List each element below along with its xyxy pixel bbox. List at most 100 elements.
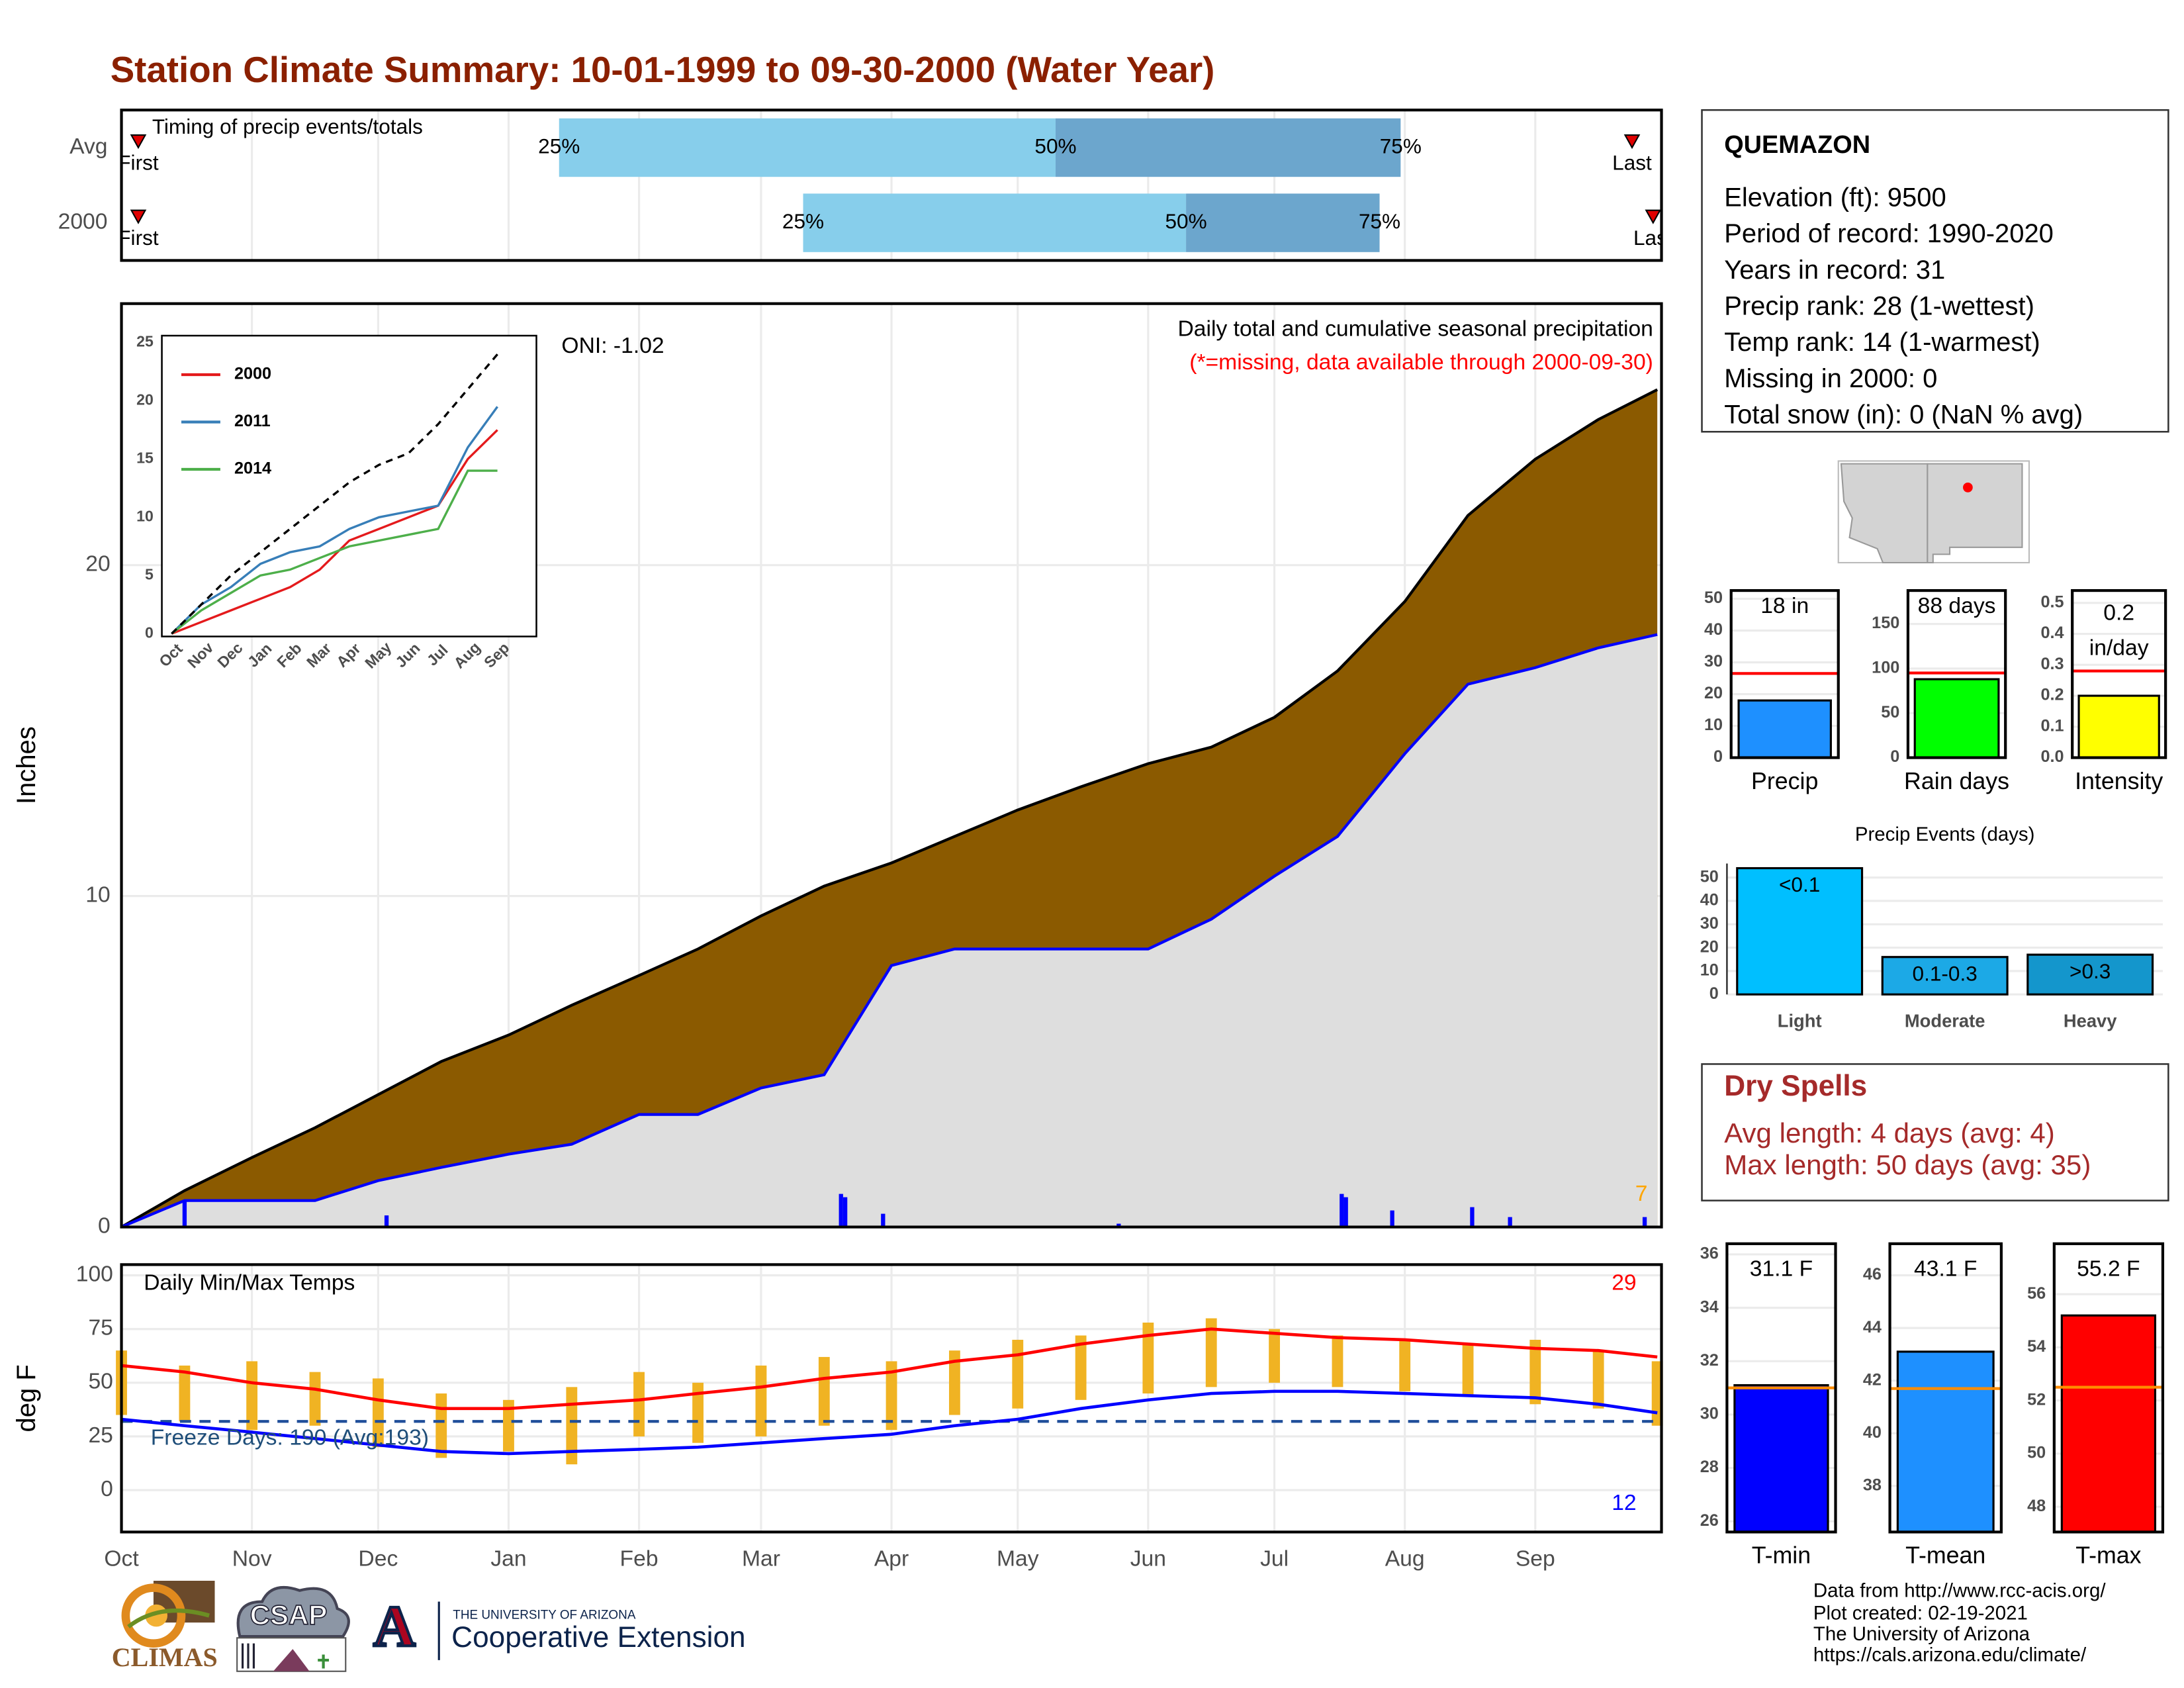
y-tick-label: 54 (2027, 1337, 2046, 1356)
annotation: (*=missing, data available through 2000-… (1189, 350, 1653, 375)
timing-label: First (118, 151, 159, 175)
y-tick-label: 20 (136, 391, 154, 408)
daily-precip-bar (182, 1200, 187, 1227)
y-tick-label: 100 (1872, 659, 1899, 677)
y-tick-label: 52 (2027, 1390, 2046, 1409)
legend-label: 2011 (234, 412, 271, 430)
plot-frame (2071, 588, 2167, 759)
series-line (171, 469, 498, 635)
plot-frame (1888, 1242, 2003, 1534)
y-tick-label: 50 (1700, 867, 1719, 886)
climas-logo: CLIMAS (112, 1580, 218, 1672)
quartile-label: 75% (1359, 209, 1400, 233)
x-tick-label: Dec (358, 1546, 398, 1571)
y-tick-label: 42 (1863, 1370, 1882, 1389)
temp-range-bar (1012, 1339, 1024, 1409)
y-tick-label: 0.4 (2040, 624, 2064, 642)
quartile-bar (1186, 193, 1380, 252)
y-tick-label: 38 (1863, 1476, 1882, 1494)
x-tick-label: May (997, 1546, 1039, 1571)
temp-range-bar (503, 1399, 514, 1452)
y-tick-label: 28 (1700, 1458, 1719, 1476)
chart-title: Precip Events (days) (1855, 823, 2035, 845)
category-label: Rain days (1904, 768, 2009, 794)
daily-precip-bar (1340, 1194, 1344, 1227)
station-line: Total snow (in): 0 (NaN % avg) (1724, 400, 2083, 430)
x-tick-label: Nov (232, 1546, 272, 1571)
x-tick-label: Aug (1385, 1546, 1425, 1571)
y-tick-label: 40 (1704, 620, 1723, 639)
temp-range-bar (309, 1372, 321, 1426)
category-label: Moderate (1905, 1011, 1985, 1031)
plot-frame (161, 334, 537, 637)
category-label: Intensity (2075, 768, 2163, 794)
temp-range-bar (1529, 1339, 1541, 1405)
x-tick-label: Jun (1130, 1546, 1166, 1571)
annotation: Freeze Days: 190 (Avg:193) (151, 1425, 429, 1450)
x-tick-label: Jul (1260, 1546, 1289, 1571)
bar (1737, 699, 1832, 759)
category-label: Precip (1751, 768, 1818, 794)
station-line: Elevation (ft): 9500 (1724, 183, 1946, 212)
y-tick-label: 0.5 (2040, 592, 2064, 611)
bar (1913, 678, 2000, 759)
y-tick-label: 50 (2027, 1444, 2046, 1462)
timing-marker (1645, 209, 1662, 224)
temp-range-bar (633, 1372, 645, 1436)
cumulative-line (120, 633, 1658, 1229)
legend-label: 2000 (234, 365, 271, 383)
temp-range-bar (1075, 1335, 1087, 1400)
bar (1736, 867, 1864, 996)
temp-range-bar (435, 1393, 447, 1458)
timing-label: Last (1633, 226, 1673, 250)
y-tick-label: 30 (1700, 914, 1719, 933)
y-tick-label: 50 (1704, 588, 1723, 607)
timing-marker (130, 209, 147, 224)
temp-range-bar (692, 1382, 704, 1443)
station-line: Period of record: 1990-2020 (1724, 219, 2054, 248)
value-label: 88 days (1918, 594, 1996, 618)
temp-range-bar (1462, 1344, 1474, 1396)
logo-text: THE UNIVERSITY OF ARIZONA (453, 1609, 636, 1622)
plot-frame (2052, 1242, 2165, 1534)
y-tick-label: 10 (1704, 716, 1723, 734)
chart-title: Daily Min/Max Temps (144, 1271, 355, 1295)
temp-range-bar (1592, 1350, 1604, 1409)
category-label: T-max (2075, 1542, 2141, 1569)
y-tick-label: 75 (88, 1316, 113, 1340)
bar (1881, 956, 2009, 996)
daily-precip-bar (1343, 1197, 1348, 1227)
timing-label: First (118, 226, 159, 250)
annotation: 12 (1612, 1491, 1636, 1515)
daily-precip-bar (881, 1213, 886, 1227)
y-tick-label: 10 (1700, 961, 1719, 980)
value-label: 0.2 (2103, 601, 2134, 626)
quartile-bar (559, 118, 1056, 177)
y-tick-label: 0 (1709, 984, 1719, 1003)
quartile-bar (803, 193, 1187, 252)
timing-label: Last (1612, 151, 1652, 175)
y-tick-label: 0.0 (2040, 747, 2064, 766)
annotation: ONI: -1.02 (561, 334, 664, 358)
daily-precip-bar (842, 1197, 848, 1227)
ua-logo: A THE UNIVERSITY OF ARIZONA Cooperative … (362, 1593, 746, 1660)
y-tick-label: 0 (1890, 747, 1899, 766)
temp-range-bar (1205, 1318, 1217, 1387)
y-tick-label: 50 (1881, 703, 1899, 722)
legend-label: 2014 (234, 459, 271, 478)
x-tick-label: Jan (490, 1546, 526, 1571)
quartile-label: 50% (1165, 209, 1207, 233)
temp-range-bar (818, 1356, 830, 1426)
value-label: in/day (2089, 635, 2149, 660)
y-tick-label: 20 (1704, 684, 1723, 702)
series-line (121, 1389, 1658, 1456)
plot-frame (120, 109, 1663, 262)
timing-marker (130, 134, 147, 150)
y-tick-label: 0 (98, 1213, 111, 1238)
temp-range-bar (755, 1365, 767, 1436)
temp-range-bar (1399, 1339, 1411, 1391)
y-tick-label: 0 (101, 1477, 113, 1501)
series-line (121, 1327, 1658, 1411)
y-tick-label: 20 (85, 552, 110, 577)
class-label: <0.1 (1779, 872, 1820, 896)
